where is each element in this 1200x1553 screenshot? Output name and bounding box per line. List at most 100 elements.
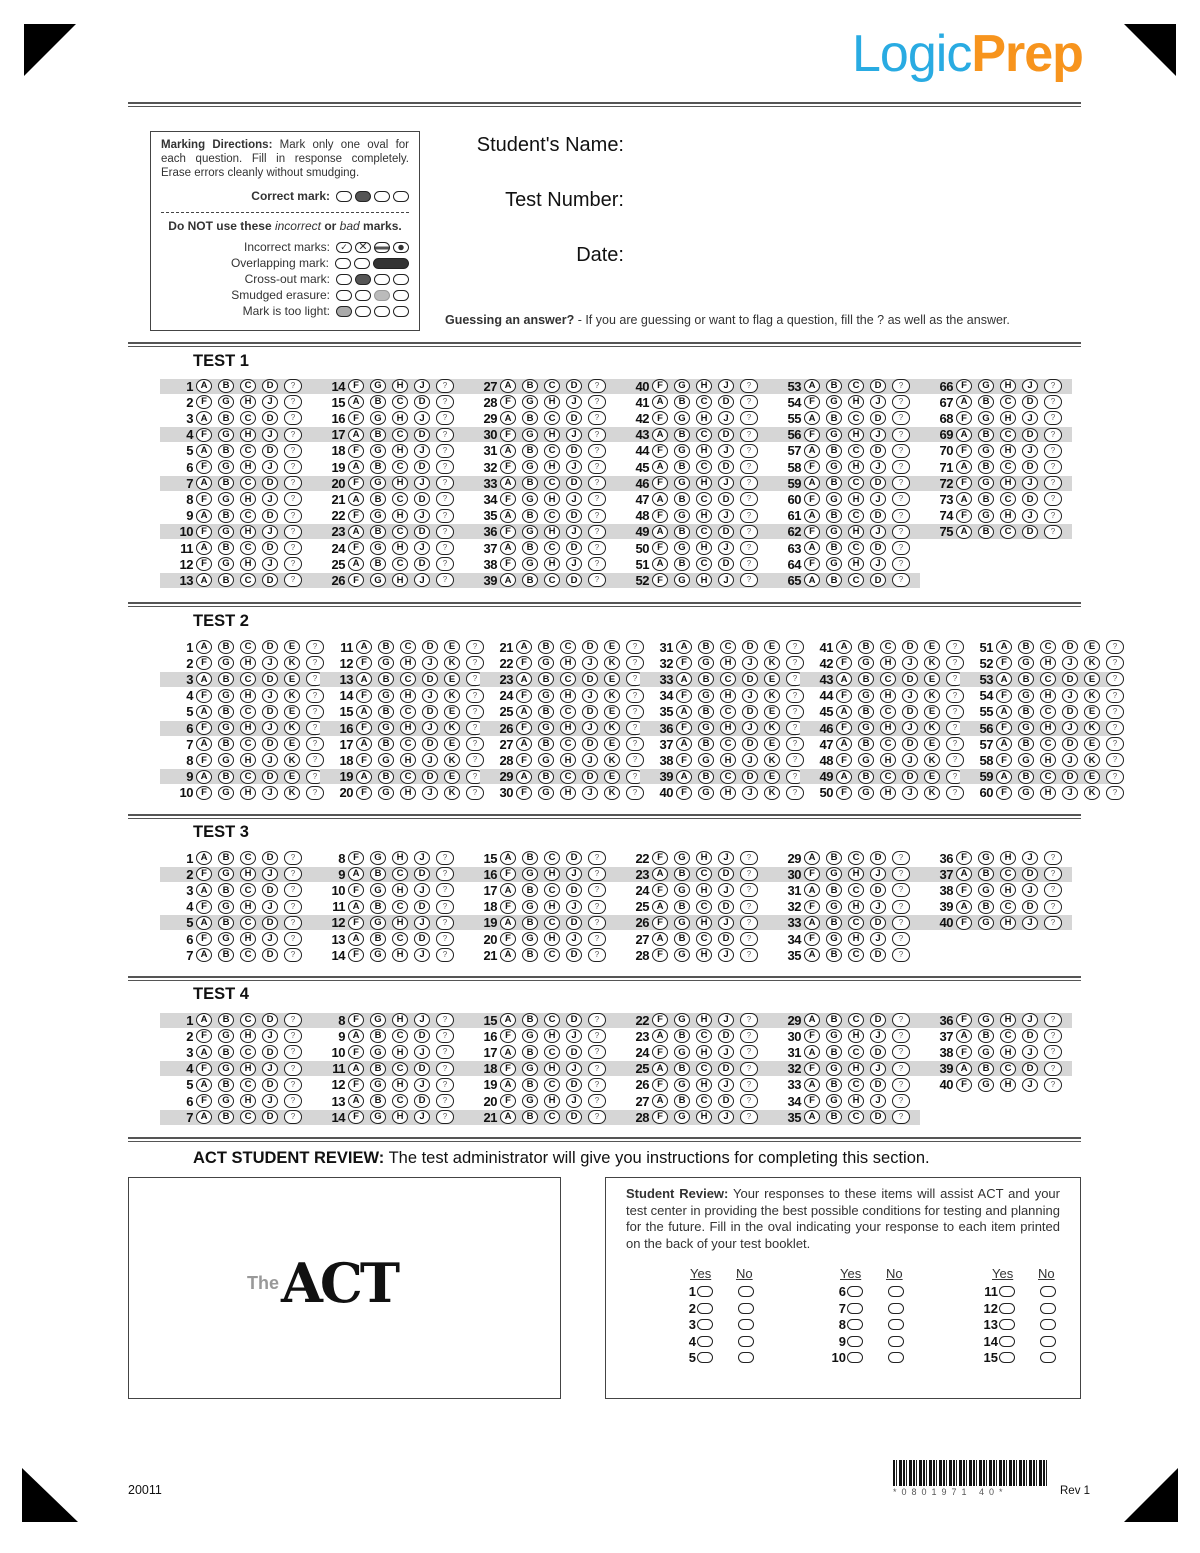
flag-bubble[interactable]: ? — [436, 1077, 454, 1092]
answer-bubble-f[interactable]: F — [196, 1029, 212, 1044]
answer-bubble-j[interactable]: J — [1022, 1013, 1038, 1027]
answer-bubble-c[interactable]: C — [392, 899, 408, 914]
answer-bubble-b[interactable]: B — [218, 443, 234, 458]
answer-bubble-f[interactable]: F — [804, 1029, 820, 1044]
flag-bubble[interactable]: ? — [892, 899, 910, 914]
answer-bubble-f[interactable]: F — [652, 541, 668, 555]
answer-bubble-b[interactable]: B — [674, 427, 690, 442]
answer-bubble-b[interactable]: B — [1018, 640, 1034, 654]
answer-bubble-c[interactable]: C — [400, 640, 416, 654]
answer-bubble-c[interactable]: C — [544, 851, 560, 865]
answer-bubble-b[interactable]: B — [378, 704, 394, 719]
answer-bubble-j[interactable]: J — [566, 427, 582, 442]
answer-bubble-h[interactable]: H — [544, 460, 560, 474]
answer-bubble-a[interactable]: A — [804, 948, 820, 963]
answer-bubble-e[interactable]: E — [604, 672, 620, 687]
answer-bubble-j[interactable]: J — [566, 899, 582, 914]
answer-bubble-g[interactable]: G — [538, 656, 554, 671]
answer-bubble-c[interactable]: C — [1000, 1029, 1016, 1044]
answer-bubble-h[interactable]: H — [720, 785, 736, 800]
answer-bubble-d[interactable]: D — [262, 672, 278, 687]
answer-bubble-j[interactable]: J — [1062, 753, 1078, 768]
answer-bubble-h[interactable]: H — [1000, 883, 1016, 898]
flag-bubble[interactable]: ? — [892, 492, 910, 507]
answer-bubble-g[interactable]: G — [522, 427, 538, 442]
answer-bubble-d[interactable]: D — [582, 640, 598, 654]
answer-bubble-d[interactable]: D — [566, 915, 582, 930]
no-bubble[interactable] — [738, 1319, 754, 1330]
answer-bubble-c[interactable]: C — [392, 932, 408, 946]
answer-bubble-h[interactable]: H — [392, 443, 408, 458]
answer-bubble-h[interactable]: H — [696, 411, 712, 426]
flag-bubble[interactable]: ? — [1106, 704, 1124, 719]
answer-bubble-b[interactable]: B — [218, 476, 234, 491]
answer-bubble-b[interactable]: B — [978, 899, 994, 914]
answer-bubble-g[interactable]: G — [538, 785, 554, 800]
answer-bubble-f[interactable]: F — [804, 524, 820, 539]
answer-bubble-h[interactable]: H — [696, 915, 712, 930]
answer-bubble-c[interactable]: C — [1040, 704, 1056, 719]
answer-bubble-c[interactable]: C — [720, 704, 736, 719]
answer-bubble-f[interactable]: F — [956, 443, 972, 458]
answer-bubble-j[interactable]: J — [1062, 785, 1078, 800]
answer-bubble-b[interactable]: B — [826, 915, 842, 930]
answer-bubble-j[interactable]: J — [870, 1094, 886, 1108]
answer-bubble-f[interactable]: F — [956, 851, 972, 865]
answer-bubble-e[interactable]: E — [284, 640, 300, 654]
answer-bubble-f[interactable]: F — [516, 721, 532, 735]
answer-bubble-k[interactable]: K — [764, 721, 780, 735]
answer-bubble-b[interactable]: B — [522, 1045, 538, 1060]
answer-bubble-d[interactable]: D — [742, 640, 758, 654]
answer-bubble-k[interactable]: K — [924, 688, 940, 703]
answer-bubble-d[interactable]: D — [742, 672, 758, 687]
flag-bubble[interactable]: ? — [740, 1029, 758, 1044]
answer-bubble-c[interactable]: C — [848, 851, 864, 865]
answer-bubble-b[interactable]: B — [538, 769, 554, 784]
flag-bubble[interactable]: ? — [466, 640, 484, 654]
answer-bubble-j[interactable]: J — [262, 721, 278, 735]
flag-bubble[interactable]: ? — [436, 524, 454, 539]
answer-bubble-j[interactable]: J — [1022, 1045, 1038, 1060]
answer-bubble-b[interactable]: B — [522, 379, 538, 393]
answer-bubble-a[interactable]: A — [500, 541, 516, 555]
answer-bubble-g[interactable]: G — [674, 1077, 690, 1092]
answer-bubble-c[interactable]: C — [240, 1045, 256, 1060]
flag-bubble[interactable]: ? — [786, 688, 804, 703]
answer-bubble-f[interactable]: F — [356, 721, 372, 735]
answer-bubble-h[interactable]: H — [544, 867, 560, 882]
flag-bubble[interactable]: ? — [946, 672, 964, 687]
answer-bubble-d[interactable]: D — [414, 899, 430, 914]
answer-bubble-b[interactable]: B — [218, 541, 234, 555]
answer-bubble-d[interactable]: D — [1022, 460, 1038, 474]
answer-bubble-k[interactable]: K — [1084, 785, 1100, 800]
answer-bubble-j[interactable]: J — [262, 867, 278, 882]
answer-bubble-a[interactable]: A — [500, 573, 516, 588]
flag-bubble[interactable]: ? — [892, 932, 910, 946]
answer-bubble-f[interactable]: F — [196, 753, 212, 768]
answer-bubble-c[interactable]: C — [848, 476, 864, 491]
flag-bubble[interactable]: ? — [626, 769, 644, 784]
answer-bubble-h[interactable]: H — [720, 688, 736, 703]
answer-bubble-d[interactable]: D — [1022, 492, 1038, 507]
flag-bubble[interactable]: ? — [436, 867, 454, 882]
answer-bubble-a[interactable]: A — [996, 704, 1012, 719]
answer-bubble-a[interactable]: A — [196, 1045, 212, 1060]
answer-bubble-j[interactable]: J — [422, 688, 438, 703]
answer-bubble-a[interactable]: A — [348, 899, 364, 914]
answer-bubble-c[interactable]: C — [400, 672, 416, 687]
answer-bubble-j[interactable]: J — [1022, 915, 1038, 930]
answer-bubble-a[interactable]: A — [996, 640, 1012, 654]
answer-bubble-b[interactable]: B — [674, 460, 690, 474]
answer-bubble-b[interactable]: B — [522, 541, 538, 555]
answer-bubble-d[interactable]: D — [414, 395, 430, 410]
answer-bubble-e[interactable]: E — [764, 640, 780, 654]
flag-bubble[interactable]: ? — [1044, 1045, 1062, 1060]
flag-bubble[interactable]: ? — [892, 867, 910, 882]
answer-bubble-g[interactable]: G — [826, 524, 842, 539]
answer-bubble-d[interactable]: D — [262, 704, 278, 719]
answer-bubble-d[interactable]: D — [718, 932, 734, 946]
answer-bubble-a[interactable]: A — [996, 769, 1012, 784]
answer-bubble-k[interactable]: K — [444, 688, 460, 703]
answer-bubble-b[interactable]: B — [370, 395, 386, 410]
answer-bubble-a[interactable]: A — [500, 915, 516, 930]
